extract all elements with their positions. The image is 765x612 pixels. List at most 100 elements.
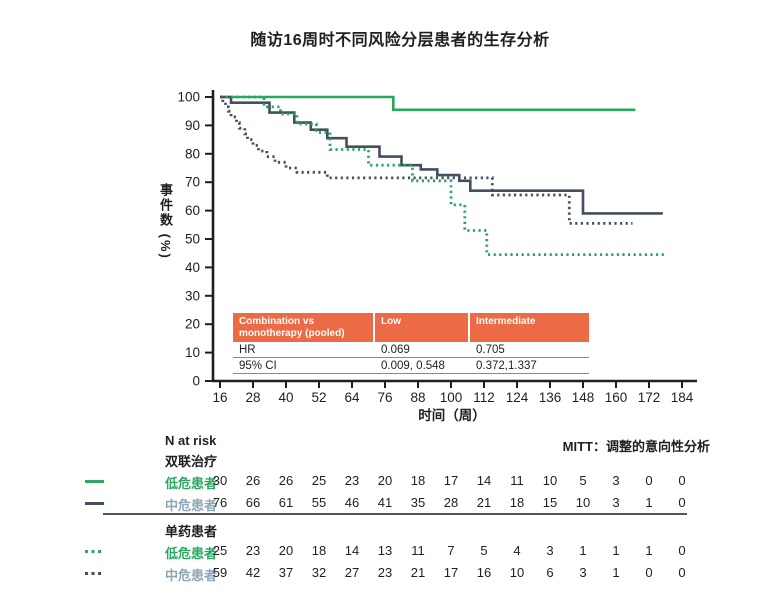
- risk-count: 26: [278, 473, 294, 488]
- x-tick-label: 184: [671, 390, 694, 405]
- risk-count: 41: [377, 495, 393, 510]
- risk-count: 4: [513, 543, 521, 558]
- risk-count: 0: [678, 473, 686, 488]
- hazard-table-row-ci: 95% CI 0.009, 0.548 0.372,1.337: [233, 358, 589, 374]
- risk-count: 61: [278, 495, 294, 510]
- risk-row: 中危患者 76 66 61 55 46 41 35 28 21 18 15 10 3 1 0: [0, 495, 765, 513]
- x-tick-label: 88: [410, 390, 425, 405]
- risk-count: 5: [480, 543, 488, 558]
- risk-row-label: 中危患者: [165, 568, 218, 583]
- risk-count: 46: [344, 495, 360, 510]
- risk-count: 59: [212, 565, 228, 580]
- km-curve-3: [220, 95, 633, 225]
- y-tick-label: 80: [185, 146, 200, 161]
- risk-count: 25: [212, 543, 228, 558]
- x-tick-label: 160: [605, 390, 628, 405]
- x-tick-label: 136: [539, 390, 562, 405]
- risk-count: 20: [377, 473, 393, 488]
- risk-row: 中危患者 59 42 37 32 27 23 21 17 16 10 6 3 1 0 0: [0, 565, 765, 583]
- hr-row-label: HR: [239, 343, 256, 356]
- n-at-risk-heading: N at risk: [165, 433, 217, 448]
- risk-count: 23: [377, 565, 393, 580]
- x-tick-label: 52: [311, 390, 326, 405]
- x-tick-label: 16: [212, 390, 227, 405]
- risk-count: 3: [546, 543, 554, 558]
- risk-count: 21: [476, 495, 492, 510]
- risk-count: 10: [542, 473, 558, 488]
- risk-group-label: 双联治疗: [165, 454, 218, 469]
- risk-count: 76: [212, 495, 228, 510]
- risk-count: 14: [476, 473, 492, 488]
- y-tick-label: 70: [185, 175, 200, 190]
- solid-line-legend-icon: [85, 480, 104, 483]
- risk-count: 23: [245, 543, 261, 558]
- risk-count: 3: [612, 473, 620, 488]
- risk-count: 1: [612, 543, 620, 558]
- risk-count: 1: [612, 565, 620, 580]
- risk-count: 0: [678, 565, 686, 580]
- risk-count: 11: [510, 473, 524, 488]
- risk-count: 10: [509, 565, 525, 580]
- risk-count: 0: [678, 543, 686, 558]
- x-tick-label: 148: [572, 390, 595, 405]
- risk-count: 13: [377, 543, 393, 558]
- risk-count: 3: [612, 495, 620, 510]
- risk-row: 低危患者 30 26 26 25 23 20 18 17 14 11 10 5 3 0 0: [0, 473, 765, 491]
- risk-count: 28: [443, 495, 459, 510]
- y-tick-label: 10: [185, 345, 200, 360]
- y-axis-label: 事件数 (%): [158, 183, 173, 260]
- chart-title: 随访16周时不同风险分层患者的生存分析: [250, 32, 550, 49]
- y-tick-label: 50: [185, 232, 200, 247]
- x-tick-label: 28: [245, 390, 260, 405]
- risk-group-label: 单药患者: [165, 524, 218, 539]
- risk-row: 低危患者 25 23 20 18 14 13 11 7 5 4 3 1 1 1 0: [0, 543, 765, 561]
- risk-count: 55: [311, 495, 327, 510]
- risk-count: 16: [476, 565, 492, 580]
- risk-row-label: 中危患者: [165, 498, 218, 513]
- hr-low-value: 0.069: [381, 343, 410, 356]
- km-curve-1: [220, 95, 663, 215]
- y-tick-label: 20: [185, 317, 200, 332]
- risk-count: 11: [411, 543, 425, 558]
- ci-intermediate-value: 0.372,1.337: [476, 359, 537, 372]
- risk-count: 23: [344, 473, 360, 488]
- y-tick-label: 30: [185, 288, 200, 303]
- risk-count: 26: [245, 473, 261, 488]
- y-tick-label: 100: [177, 90, 200, 105]
- hazard-table-row-hr: HR 0.069 0.705: [233, 342, 589, 358]
- hazard-table-header-intermediate: Intermediate: [470, 313, 589, 342]
- risk-row-label: 低危患者: [165, 476, 218, 491]
- risk-count: 18: [311, 543, 327, 558]
- y-tick-label: 0: [192, 374, 200, 389]
- x-axis-label: 时间（周）: [418, 407, 486, 423]
- hazard-table-header-comparison: Combination vs monotherapy (pooled): [233, 313, 373, 342]
- risk-count: 18: [410, 473, 426, 488]
- risk-count: 0: [645, 565, 653, 580]
- risk-count: 66: [245, 495, 261, 510]
- risk-count: 25: [311, 473, 327, 488]
- dotted-line-legend-icon: [85, 572, 104, 575]
- risk-count: 18: [509, 495, 525, 510]
- x-tick-label: 76: [377, 390, 392, 405]
- risk-count: 10: [575, 495, 591, 510]
- risk-count: 0: [678, 495, 686, 510]
- risk-count: 17: [443, 473, 459, 488]
- risk-count: 0: [645, 473, 653, 488]
- hazard-table-header-low: Low: [375, 313, 468, 342]
- x-tick-label: 40: [278, 390, 293, 405]
- risk-count: 42: [245, 565, 261, 580]
- risk-count: 32: [311, 565, 327, 580]
- risk-count: 30: [212, 473, 228, 488]
- solid-line-legend-icon: [85, 502, 104, 505]
- ci-row-label: 95% CI: [239, 359, 277, 372]
- hazard-ratio-table: Combination vs monotherapy (pooled) Low …: [233, 313, 589, 374]
- ci-low-value: 0.009, 0.548: [381, 359, 445, 372]
- y-tick-label: 60: [185, 203, 200, 218]
- risk-count: 6: [546, 565, 554, 580]
- risk-row-label: 低危患者: [165, 546, 218, 561]
- x-tick-label: 100: [440, 390, 463, 405]
- dotted-line-legend-icon: [85, 550, 104, 553]
- risk-count: 37: [278, 565, 294, 580]
